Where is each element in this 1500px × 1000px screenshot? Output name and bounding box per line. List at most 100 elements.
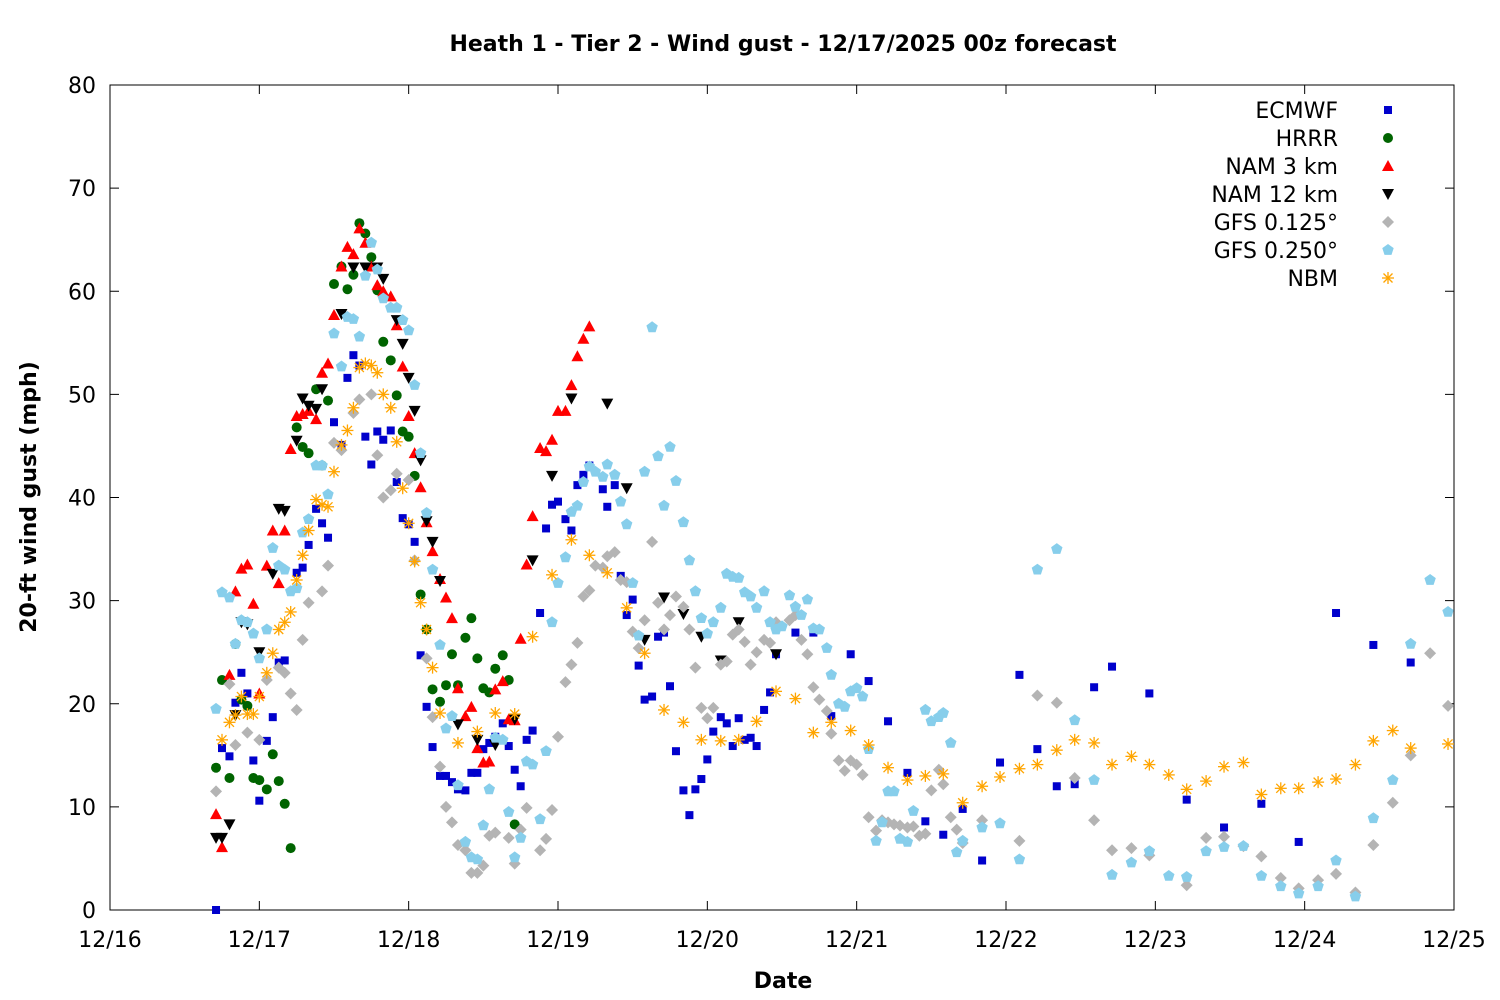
data-point-ecmwf: [467, 768, 476, 777]
data-point-gfs-0-250: [359, 269, 372, 281]
data-point-ecmwf: [1220, 823, 1229, 832]
data-point-nam-12-km: [278, 505, 291, 517]
data-point-ecmwf: [622, 611, 631, 620]
data-point-gfs-0-250: [446, 710, 458, 721]
x-tick-label: 12/16: [78, 928, 141, 953]
data-point-gfs-0-250: [744, 590, 757, 602]
data-point-gfs-0-125: [302, 596, 315, 609]
data-point-gfs-0-125: [720, 655, 733, 668]
data-point-nbm: [284, 605, 297, 618]
data-point-gfs-0-250: [789, 600, 802, 612]
data-point-gfs-0-250: [503, 806, 515, 817]
data-point-gfs-0-125: [652, 596, 665, 609]
data-point-ecmwf: [722, 719, 731, 728]
data-point-nbm: [347, 401, 360, 414]
plot-area-border: [109, 84, 1455, 911]
data-point-nam-12-km: [451, 719, 464, 731]
data-point-gfs-0-250: [1255, 870, 1268, 881]
data-point-nbm: [434, 707, 447, 720]
data-point-gfs-0-250: [316, 459, 328, 471]
data-point-gfs-0-250: [1143, 845, 1156, 857]
data-point-gfs-0-250: [615, 495, 627, 507]
data-point-gfs-0-250: [1312, 880, 1324, 892]
data-point-gfs-0-125: [390, 467, 403, 480]
data-point-nbm: [695, 733, 708, 746]
data-point-nbm: [1292, 782, 1305, 795]
data-point-gfs-0-250: [652, 450, 664, 462]
data-point-gfs-0-250: [452, 779, 464, 791]
data-point-gfs-0-250: [540, 745, 552, 756]
data-point-ecmwf: [386, 426, 395, 435]
data-point-hrrr: [291, 422, 302, 433]
data-point-gfs-0-250: [901, 835, 914, 847]
data-point-nam-3-km: [414, 481, 427, 493]
data-point-ecmwf: [218, 744, 226, 753]
data-point-nam-12-km: [414, 455, 427, 467]
data-point-gfs-0-250: [471, 853, 484, 865]
data-point-ecmwf: [573, 481, 582, 490]
data-point-nam-3-km: [353, 222, 366, 234]
data-point-gfs-0-125: [795, 633, 808, 646]
data-point-gfs-0-250: [856, 690, 869, 702]
data-point-nbm: [426, 661, 439, 674]
data-point-nbm: [1312, 776, 1325, 789]
data-point-ecmwf: [1070, 780, 1079, 789]
data-point-nam-12-km: [347, 262, 360, 274]
legend-marker-gfs-0-125: [1382, 216, 1394, 228]
data-point-gfs-0-250: [707, 616, 719, 628]
data-point-gfs-0-125: [296, 633, 309, 646]
data-point-gfs-0-250: [267, 542, 279, 553]
data-point-ecmwf: [703, 755, 712, 764]
data-point-ecmwf: [679, 786, 688, 795]
data-point-gfs-0-250: [764, 616, 776, 628]
data-point-gfs-0-125: [1180, 879, 1193, 892]
data-point-ecmwf: [598, 485, 607, 494]
data-point-gfs-0-125: [658, 623, 671, 636]
data-point-nbm: [229, 709, 242, 722]
x-tick-label: 12/22: [974, 928, 1037, 953]
data-point-nbm: [956, 796, 969, 809]
data-point-ecmwf: [1182, 795, 1191, 804]
data-point-gfs-0-250: [609, 468, 621, 480]
data-point-ecmwf: [249, 756, 258, 765]
data-point-gfs-0-125: [820, 704, 833, 717]
data-point-gfs-0-250: [440, 722, 452, 734]
data-point-nam-3-km: [426, 545, 439, 557]
data-point-gfs-0-250: [638, 465, 651, 477]
y-tick-label: 70: [68, 177, 96, 202]
data-point-gfs-0-250: [821, 642, 833, 653]
data-point-nam-12-km: [546, 470, 559, 482]
legend-label-ecmwf: ECMWF: [1255, 99, 1338, 124]
data-point-gfs-0-125: [850, 758, 863, 771]
data-point-gfs-0-250: [296, 526, 309, 538]
data-point-hrrr: [329, 279, 339, 290]
data-point-nbm: [266, 647, 279, 660]
data-point-gfs-0-250: [253, 652, 265, 664]
data-point-nbm: [1255, 788, 1268, 801]
data-point-gfs-0-125: [290, 703, 303, 716]
data-point-nam-3-km: [459, 710, 472, 722]
data-point-nbm: [290, 574, 303, 586]
data-point-nam-12-km: [434, 576, 447, 588]
data-point-ecmwf: [939, 830, 948, 839]
data-point-nbm: [471, 725, 484, 738]
data-point-ecmwf: [392, 478, 401, 487]
data-point-gfs-0-125: [377, 491, 390, 504]
data-point-gfs-0-250: [377, 292, 389, 304]
data-point-nbm: [1180, 783, 1193, 796]
data-point-hrrr: [497, 650, 508, 661]
data-point-gfs-0-125: [241, 726, 254, 739]
data-point-nbm: [976, 780, 989, 793]
y-tick-label: 50: [68, 383, 96, 408]
data-point-nam-3-km: [371, 279, 384, 291]
data-point-gfs-0-125: [744, 658, 757, 671]
data-point-nam-3-km: [577, 332, 590, 344]
data-point-gfs-0-125: [583, 584, 596, 597]
data-point-ecmwf: [536, 609, 545, 617]
data-point-ecmwf: [379, 435, 388, 444]
data-point-gfs-0-125: [328, 436, 340, 449]
data-point-gfs-0-250: [291, 582, 303, 594]
data-point-ecmwf: [1145, 689, 1154, 698]
data-point-hrrr: [297, 441, 308, 452]
data-point-nam-12-km: [402, 372, 415, 384]
